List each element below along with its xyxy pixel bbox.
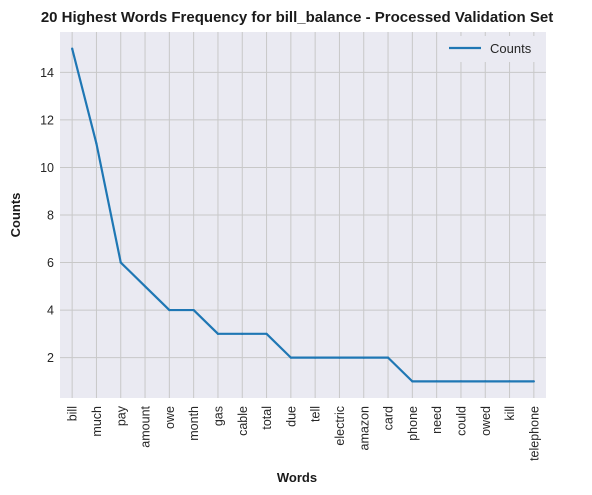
- x-tick-label: gas: [211, 406, 225, 426]
- x-axis-label: Words: [277, 470, 317, 485]
- x-tick-label: card: [382, 406, 396, 430]
- y-tick-label: 14: [40, 66, 54, 80]
- x-tick-label: amount: [139, 405, 153, 447]
- legend: Counts: [442, 36, 540, 62]
- data-point: [192, 308, 195, 312]
- chart-title: 20 Highest Words Frequency for bill_bala…: [41, 9, 553, 26]
- data-point: [459, 380, 463, 383]
- x-tick-label: kill: [503, 406, 517, 421]
- data-point: [71, 47, 74, 50]
- data-point: [314, 356, 317, 359]
- x-tick-label: month: [187, 406, 201, 441]
- x-tick-label: pay: [114, 405, 128, 426]
- x-tick-label: telephone: [527, 406, 541, 461]
- data-point: [95, 142, 98, 145]
- x-tick-labels: bill much pay amount owe month gas cable total du…: [66, 405, 542, 461]
- data-point: [435, 380, 438, 383]
- y-tick-label: 12: [40, 113, 54, 127]
- data-point: [265, 332, 268, 335]
- grid-lines: [60, 32, 546, 398]
- x-tick-label: total: [260, 406, 274, 430]
- x-tick-label: electric: [333, 406, 347, 446]
- y-tick-label: 8: [47, 209, 54, 223]
- x-tick-label: tell: [309, 406, 323, 422]
- data-point: [338, 356, 341, 359]
- data-point: [484, 380, 487, 383]
- legend-label-counts: Counts: [490, 41, 532, 56]
- data-point: [143, 285, 147, 288]
- x-tick-label: could: [454, 406, 468, 436]
- data-point: [168, 308, 171, 312]
- y-tick-labels: 2 4 6 8 10 12 14: [40, 66, 54, 365]
- y-tick-label: 10: [40, 161, 54, 175]
- x-tick-label: due: [284, 406, 298, 427]
- series-line-counts: [71, 48, 534, 383]
- data-point: [216, 332, 220, 335]
- data-point: [241, 332, 244, 335]
- x-tick-label: amazon: [357, 406, 371, 451]
- x-tick-label: cable: [236, 406, 250, 436]
- x-tick-label: much: [90, 406, 104, 437]
- series-group: [71, 47, 535, 383]
- data-point: [289, 356, 292, 359]
- x-tick-label: need: [430, 406, 444, 434]
- data-point: [386, 356, 390, 359]
- data-point: [508, 380, 511, 383]
- data-point: [532, 380, 535, 383]
- x-tick-label: owe: [163, 406, 177, 429]
- y-tick-label: 4: [47, 304, 54, 318]
- data-point: [362, 356, 365, 359]
- x-tick-label: bill: [66, 406, 80, 421]
- y-tick-label: 6: [47, 256, 54, 270]
- x-tick-label: phone: [406, 406, 420, 441]
- data-point: [411, 380, 414, 383]
- y-tick-label: 2: [47, 351, 54, 365]
- y-axis-label: Counts: [8, 193, 23, 238]
- data-point: [119, 261, 122, 264]
- x-tick-label: owed: [479, 406, 493, 436]
